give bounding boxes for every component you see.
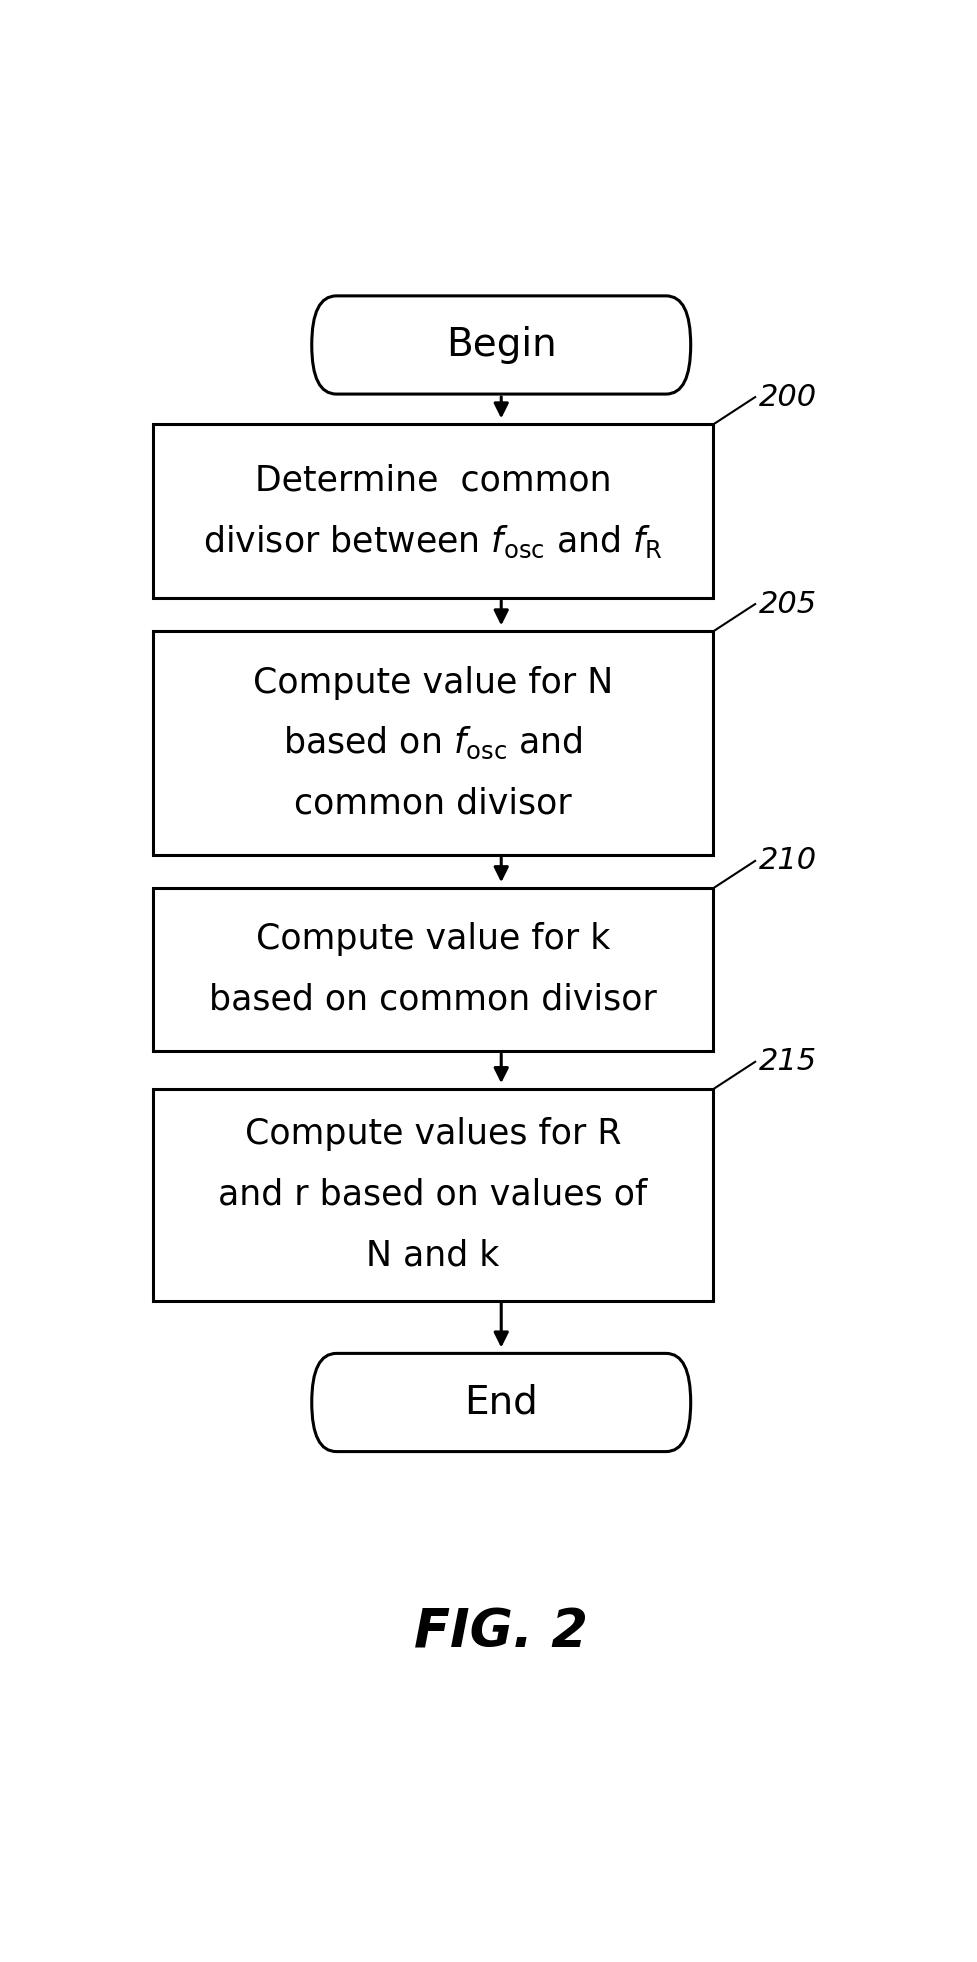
Text: Compute value for N: Compute value for N: [253, 665, 613, 700]
Text: Determine  common: Determine common: [254, 463, 611, 498]
Bar: [152, 889, 712, 1052]
Text: and r based on values of: and r based on values of: [218, 1177, 647, 1213]
Text: Compute values for R: Compute values for R: [244, 1116, 620, 1152]
Text: Compute value for k: Compute value for k: [256, 922, 610, 955]
Bar: [152, 1089, 712, 1301]
Text: based on $f_{\mathrm{osc}}$ and: based on $f_{\mathrm{osc}}$ and: [283, 724, 582, 761]
Bar: [152, 632, 712, 855]
Text: 210: 210: [758, 846, 816, 875]
Text: Begin: Begin: [446, 326, 556, 365]
Text: common divisor: common divisor: [294, 787, 572, 820]
Text: 215: 215: [758, 1048, 816, 1077]
FancyBboxPatch shape: [312, 296, 690, 394]
Text: 200: 200: [758, 383, 816, 412]
Text: based on common divisor: based on common divisor: [209, 983, 657, 1016]
Text: divisor between $f_{\mathrm{osc}}$ and $f_{\mathrm{R}}$: divisor between $f_{\mathrm{osc}}$ and $…: [203, 524, 662, 559]
FancyBboxPatch shape: [312, 1354, 690, 1452]
Text: N and k: N and k: [366, 1238, 499, 1271]
Text: End: End: [464, 1383, 537, 1422]
Text: 205: 205: [758, 589, 816, 618]
Bar: [152, 424, 712, 598]
Text: FIG. 2: FIG. 2: [414, 1607, 587, 1660]
